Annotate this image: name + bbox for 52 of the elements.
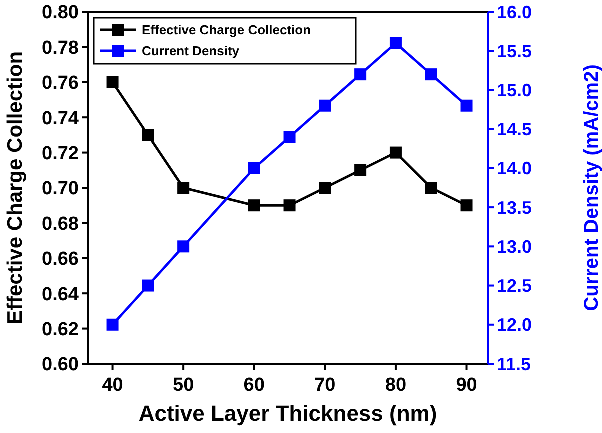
y2-tick-label: 12.5: [497, 276, 532, 296]
point: [319, 182, 332, 194]
point: [354, 68, 367, 81]
y-tick-label: 0.62: [42, 319, 79, 340]
y-tick-label: 0.72: [42, 143, 79, 164]
y-tick-label: 0.68: [42, 214, 79, 235]
point: [425, 68, 438, 81]
point: [460, 100, 473, 112]
y-tick-label: 0.74: [42, 108, 80, 130]
y2-tick-label: 14.5: [497, 120, 532, 140]
x-tick-label: 50: [173, 375, 194, 396]
point: [354, 164, 367, 176]
y2-tick-label: 15.0: [497, 80, 532, 101]
x-tick-label: 80: [385, 375, 407, 396]
x-tick-label: 70: [314, 375, 336, 396]
point: [106, 318, 119, 331]
x-axis-title: Active Layer Thickness (nm): [138, 401, 438, 426]
point: [425, 182, 438, 194]
point: [142, 280, 154, 292]
point: [319, 100, 332, 112]
point: [248, 200, 260, 212]
y2-tick-label: 11.5: [497, 354, 532, 374]
point: [284, 131, 296, 144]
y2-tick-label: 14.0: [497, 158, 532, 179]
point: [142, 129, 154, 142]
y-tick-label: 0.64: [42, 284, 80, 306]
legend-label: Current Density: [142, 44, 240, 59]
point: [390, 37, 402, 50]
y-tick-label: 0.60: [42, 354, 79, 376]
y2-tick-label: 13.0: [497, 236, 532, 257]
point: [390, 146, 402, 159]
point: [460, 200, 473, 212]
point: [178, 240, 190, 253]
y-tick-label: 0.80: [42, 2, 79, 24]
point: [178, 182, 190, 194]
y2-tick-label: 13.5: [497, 198, 532, 218]
x-tick-label: 40: [102, 375, 124, 396]
legend-label: Effective Charge Collection: [142, 22, 312, 38]
point: [284, 200, 296, 212]
point: [248, 162, 260, 174]
x-tick-label: 90: [456, 375, 478, 396]
y2-tick-label: 12.0: [497, 315, 532, 336]
x-tick-label: 60: [244, 375, 265, 396]
y2-tick-label: 16.0: [497, 2, 532, 22]
y2-axis-title: Current Density (mA/cm2): [581, 64, 602, 312]
y2-tick-label: 15.5: [497, 41, 532, 62]
y-axis-title: Effective Charge Collection: [4, 51, 27, 325]
y-tick-label: 0.78: [42, 38, 79, 59]
y-tick-label: 0.66: [42, 249, 79, 270]
y-tick-label: 0.76: [42, 73, 79, 94]
y-tick-label: 0.70: [42, 178, 79, 200]
point: [106, 76, 119, 88]
